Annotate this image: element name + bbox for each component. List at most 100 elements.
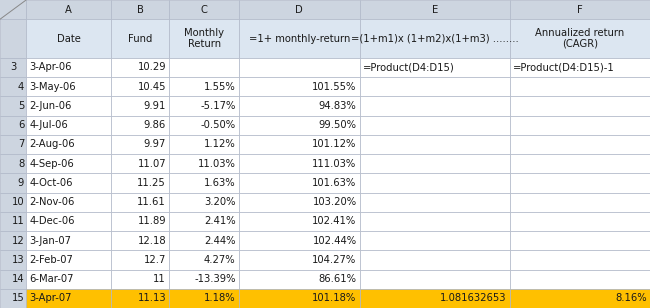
- Text: 1.12%: 1.12%: [204, 140, 236, 149]
- Bar: [169, 0, 239, 19]
- Text: 10.45: 10.45: [138, 82, 166, 91]
- Text: 99.50%: 99.50%: [318, 120, 357, 130]
- Text: -13.39%: -13.39%: [194, 274, 236, 284]
- Bar: [510, 116, 650, 135]
- Text: C: C: [201, 5, 207, 14]
- Text: E: E: [432, 5, 438, 14]
- Text: Monthly: Monthly: [184, 28, 224, 38]
- Bar: [360, 192, 510, 212]
- Text: 1.63%: 1.63%: [204, 178, 236, 188]
- Text: -5.17%: -5.17%: [200, 101, 236, 111]
- Bar: [0, 154, 26, 173]
- Bar: [0, 289, 26, 308]
- Bar: [26, 192, 111, 212]
- Text: 11.89: 11.89: [137, 217, 166, 226]
- Bar: [239, 116, 360, 135]
- Bar: [111, 173, 169, 192]
- Bar: [239, 135, 360, 154]
- Text: 2-Aug-06: 2-Aug-06: [29, 140, 75, 149]
- Text: -0.50%: -0.50%: [201, 120, 236, 130]
- Text: 101.12%: 101.12%: [312, 140, 357, 149]
- Text: 3: 3: [10, 63, 16, 72]
- Text: 6-Mar-07: 6-Mar-07: [29, 274, 74, 284]
- Text: 9.91: 9.91: [144, 101, 166, 111]
- Text: Annualized return: Annualized return: [535, 28, 625, 38]
- Bar: [360, 19, 510, 58]
- Bar: [360, 154, 510, 173]
- Text: D: D: [296, 5, 304, 14]
- Text: Fund: Fund: [128, 34, 153, 43]
- Text: 4.27%: 4.27%: [204, 255, 236, 265]
- Bar: [239, 58, 360, 77]
- Bar: [111, 116, 169, 135]
- Text: 8: 8: [18, 159, 24, 168]
- Text: 11: 11: [12, 217, 24, 226]
- Text: 1.081632653: 1.081632653: [440, 294, 506, 303]
- Bar: [510, 212, 650, 231]
- Bar: [26, 77, 111, 96]
- Text: F: F: [577, 5, 583, 14]
- Bar: [360, 212, 510, 231]
- Bar: [26, 19, 111, 58]
- Bar: [26, 154, 111, 173]
- Bar: [26, 135, 111, 154]
- Text: 2-Nov-06: 2-Nov-06: [29, 197, 75, 207]
- Text: 8.16%: 8.16%: [615, 294, 647, 303]
- Bar: [239, 96, 360, 116]
- Text: 12.18: 12.18: [137, 236, 166, 245]
- Bar: [0, 173, 26, 192]
- Text: 3-Apr-07: 3-Apr-07: [29, 294, 72, 303]
- Text: 13: 13: [12, 255, 24, 265]
- Bar: [111, 96, 169, 116]
- Bar: [239, 231, 360, 250]
- Bar: [0, 96, 26, 116]
- Text: 9.97: 9.97: [144, 140, 166, 149]
- Text: A: A: [65, 5, 72, 14]
- Text: 9.86: 9.86: [144, 120, 166, 130]
- Bar: [360, 116, 510, 135]
- Bar: [169, 231, 239, 250]
- Bar: [0, 19, 26, 58]
- Bar: [510, 77, 650, 96]
- Bar: [26, 0, 111, 19]
- Bar: [111, 231, 169, 250]
- Bar: [26, 58, 111, 77]
- Bar: [239, 77, 360, 96]
- Bar: [111, 19, 169, 58]
- Bar: [0, 77, 26, 96]
- Bar: [239, 173, 360, 192]
- Bar: [360, 77, 510, 96]
- Bar: [26, 212, 111, 231]
- Text: 10.29: 10.29: [137, 63, 166, 72]
- Bar: [510, 96, 650, 116]
- Bar: [169, 135, 239, 154]
- Text: 2.41%: 2.41%: [204, 217, 236, 226]
- Bar: [360, 289, 510, 308]
- Bar: [169, 154, 239, 173]
- Text: 11.61: 11.61: [137, 197, 166, 207]
- Text: Return: Return: [188, 39, 220, 49]
- Bar: [360, 135, 510, 154]
- Text: 4: 4: [18, 82, 24, 91]
- Text: 11.07: 11.07: [137, 159, 166, 168]
- Bar: [510, 154, 650, 173]
- Bar: [111, 212, 169, 231]
- Bar: [169, 250, 239, 270]
- Bar: [111, 58, 169, 77]
- Bar: [169, 270, 239, 289]
- Text: 14: 14: [12, 274, 24, 284]
- Text: 2.44%: 2.44%: [204, 236, 236, 245]
- Bar: [0, 58, 26, 77]
- Bar: [360, 58, 510, 77]
- Bar: [169, 289, 239, 308]
- Text: 11.13: 11.13: [137, 294, 166, 303]
- Bar: [169, 173, 239, 192]
- Text: 9: 9: [18, 178, 24, 188]
- Text: 103.20%: 103.20%: [313, 197, 357, 207]
- Bar: [510, 289, 650, 308]
- Bar: [111, 135, 169, 154]
- Text: 11.03%: 11.03%: [198, 159, 236, 168]
- Text: 102.44%: 102.44%: [313, 236, 357, 245]
- Text: 11.25: 11.25: [137, 178, 166, 188]
- Bar: [239, 212, 360, 231]
